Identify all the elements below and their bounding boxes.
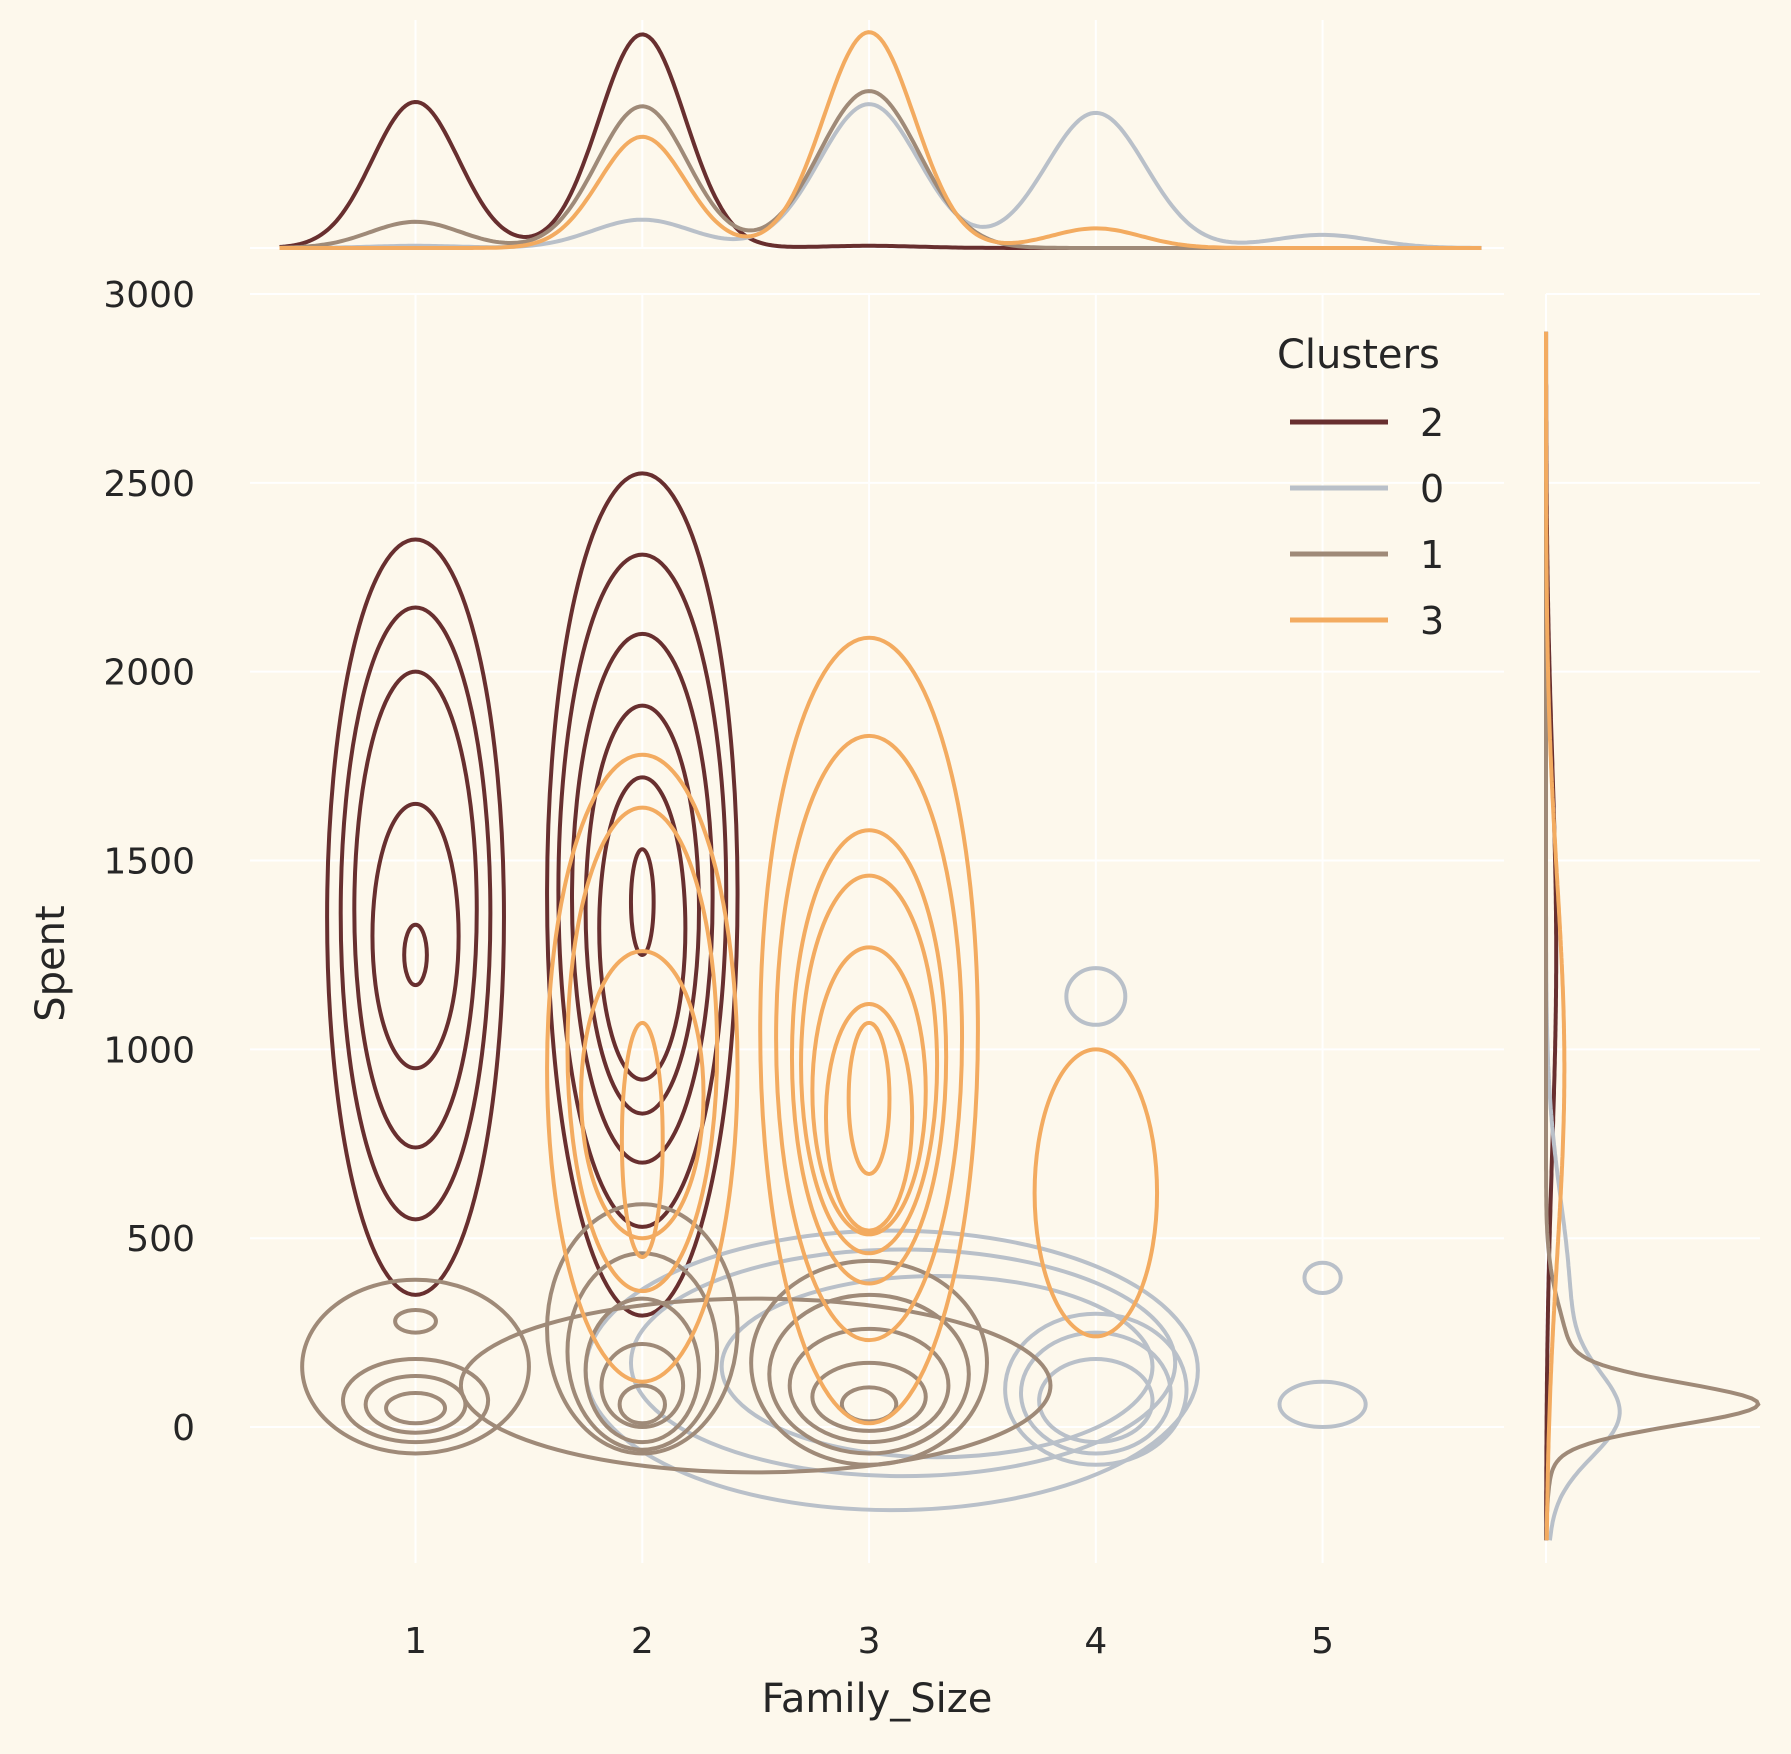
contour-cluster-2: [597, 775, 688, 1082]
y-tick-label: 2500: [103, 464, 195, 505]
x-tick-label: 4: [1084, 1621, 1107, 1662]
x-tick-label: 5: [1311, 1621, 1334, 1662]
contour-cluster-1: [300, 1277, 531, 1456]
contour-cluster-0: [1018, 1330, 1173, 1456]
contour-cluster-3: [545, 752, 740, 1384]
contour-cluster-2: [325, 537, 506, 1297]
contour-cluster-1: [617, 1383, 667, 1426]
contour-cluster-2: [583, 703, 701, 1116]
y-marginal-cluster-3: [1544, 331, 1567, 1541]
x-marginal-kde: [279, 30, 1482, 250]
contour-cluster-1: [767, 1292, 971, 1456]
contour-cluster-0: [1003, 1311, 1189, 1467]
x-tick-label: 2: [631, 1621, 654, 1662]
y-tick-label: 3000: [103, 275, 195, 316]
legend-label-1: 1: [1420, 533, 1444, 577]
y-axis-label: Spent: [28, 905, 74, 1021]
contour-cluster-3: [774, 733, 965, 1343]
contour-cluster-3: [810, 945, 928, 1237]
contour-cluster-2: [545, 471, 740, 1318]
contour-cluster-3: [789, 828, 949, 1286]
legend: Clusters 2 0 1 3: [1277, 332, 1444, 643]
joint-grid: [250, 293, 1504, 1563]
legend-title: Clusters: [1277, 332, 1440, 378]
contour-cluster-3: [846, 1020, 892, 1176]
contour-cluster-3: [1032, 1047, 1160, 1339]
contour-cluster-2: [628, 847, 656, 957]
y-tick-label: 1500: [103, 842, 195, 883]
contour-cluster-3: [619, 1020, 665, 1260]
contour-cluster-1: [458, 1296, 1053, 1475]
contour-cluster-0: [1064, 966, 1128, 1027]
legend-label-0: 0: [1420, 467, 1444, 511]
x-marginal-grid: [250, 20, 1504, 249]
contour-cluster-0: [1277, 1379, 1368, 1430]
contour-cluster-1: [810, 1360, 928, 1433]
x-marginal-cluster-0: [279, 102, 1482, 250]
tick-labels: 1 2 3 4 5 0 500 1000 1500 2000 2500 3000: [103, 275, 1334, 1662]
contour-cluster-3: [565, 805, 720, 1294]
y-tick-label: 500: [126, 1219, 195, 1260]
contour-cluster-2: [370, 801, 461, 1071]
y-tick-label: 1000: [103, 1030, 195, 1071]
x-marginal-cluster-2: [279, 32, 1482, 250]
contour-cluster-3: [758, 635, 980, 1426]
x-marginal-cluster-3: [279, 30, 1482, 250]
x-axis-label: Family_Size: [762, 1676, 993, 1722]
contour-cluster-1: [749, 1258, 989, 1467]
contour-cluster-1: [565, 1251, 720, 1452]
y-tick-label: 2000: [103, 653, 195, 694]
contour-cluster-3: [799, 873, 940, 1256]
contour-cluster-0: [1037, 1357, 1155, 1445]
contour-cluster-2: [570, 631, 715, 1165]
contour-cluster-0: [719, 1273, 1155, 1460]
contour-cluster-2: [352, 669, 479, 1150]
contour-cluster-2: [556, 552, 729, 1229]
y-marginal-grid: [1545, 293, 1760, 1563]
y-marginal-kde: [1544, 331, 1761, 1541]
contour-cluster-1: [393, 1307, 438, 1335]
contour-cluster-2: [402, 922, 429, 988]
legend-label-2: 2: [1420, 401, 1444, 445]
legend-label-3: 3: [1420, 599, 1444, 643]
x-tick-label: 3: [858, 1621, 881, 1662]
contour-cluster-1: [787, 1326, 951, 1445]
contour-cluster-3: [579, 949, 706, 1241]
contour-cluster-1: [583, 1296, 701, 1445]
x-tick-label: 1: [404, 1621, 427, 1662]
contour-cluster-1: [384, 1391, 448, 1426]
contour-cluster-3: [823, 1002, 915, 1233]
contour-cluster-1: [599, 1341, 686, 1430]
contour-cluster-2: [338, 605, 493, 1222]
x-marginal-cluster-1: [279, 89, 1482, 250]
y-tick-label: 0: [172, 1408, 195, 1449]
contour-layer: [300, 471, 1368, 1513]
contour-cluster-1: [340, 1357, 491, 1445]
y-marginal-cluster-1: [1544, 331, 1761, 1541]
contour-cluster-0: [1302, 1260, 1343, 1295]
contour-cluster-0: [628, 1247, 1178, 1479]
contour-cluster-1: [545, 1202, 740, 1456]
